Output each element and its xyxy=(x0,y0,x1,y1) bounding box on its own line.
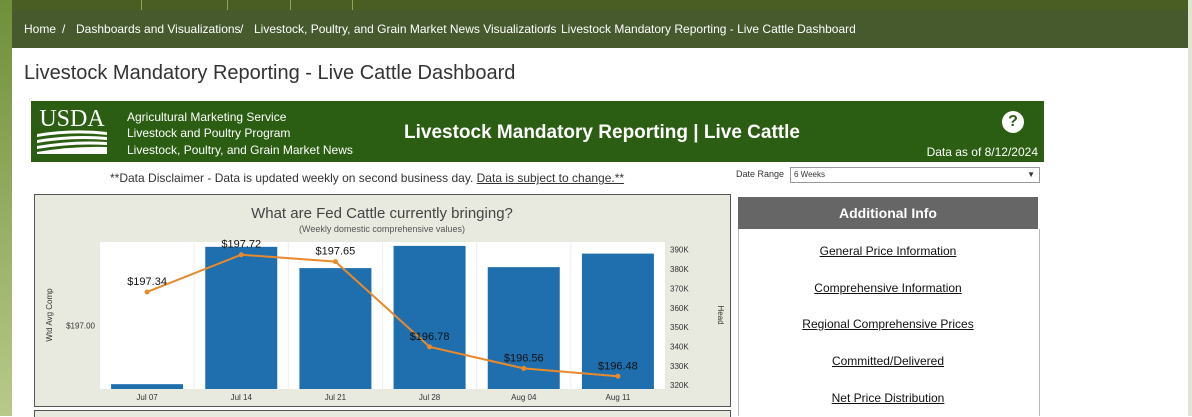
price-line xyxy=(146,253,618,378)
data-as-of: Data as of 8/12/2024 xyxy=(926,145,1038,159)
y-right-tick-label: 380K xyxy=(670,265,689,274)
x-tick-label: Aug 04 xyxy=(511,393,537,402)
additional-info-panel xyxy=(738,229,1040,416)
breadcrumb-dashboards[interactable]: Dashboards and Visualizations xyxy=(76,22,241,36)
agency-line-ams: Agricultural Marketing Service xyxy=(127,110,287,124)
bar-jul-07[interactable] xyxy=(111,384,184,389)
x-tick-label: Jul 28 xyxy=(419,393,441,402)
x-tick-label: Aug 11 xyxy=(606,393,631,402)
chart-subtitle: (Weekly domestic comprehensive values) xyxy=(299,224,465,234)
x-tick-label: Jul 21 xyxy=(325,393,347,402)
link-net-price-distribution[interactable]: Net Price Distribution xyxy=(831,391,945,405)
breadcrumb-separator: / xyxy=(62,22,66,36)
bar-aug-11[interactable] xyxy=(581,253,654,389)
breadcrumb-separator: / xyxy=(240,22,244,36)
logo-text: USDA xyxy=(39,106,105,132)
link-regional-comprehensive-prices[interactable]: Regional Comprehensive Prices xyxy=(802,317,974,331)
date-range-label: Date Range xyxy=(736,169,785,179)
additional-info-header: Additional Info xyxy=(738,197,1038,229)
disclaimer-text: **Data Disclaimer - Data is updated week… xyxy=(110,171,474,185)
agency-line-market-news: Livestock, Poultry, and Grain Market New… xyxy=(127,143,353,157)
y-right-tick-label: 390K xyxy=(670,246,689,255)
x-tick-label: Jul 07 xyxy=(136,393,158,402)
price-point[interactable] xyxy=(615,373,621,379)
price-point[interactable] xyxy=(238,252,244,258)
data-disclaimer: **Data Disclaimer - Data is updated week… xyxy=(110,171,624,185)
disclaimer-link[interactable]: Data is subject to change.** xyxy=(476,171,625,185)
date-range-value: 6 Weeks xyxy=(794,170,825,179)
chart-title: What are Fed Cattle currently bringing? xyxy=(251,205,513,222)
y-axis-right-label: Head xyxy=(716,305,725,324)
price-data-label: $197.72 xyxy=(221,239,261,251)
price-data-label: $197.34 xyxy=(127,276,167,288)
breadcrumb-current: Livestock Mandatory Reporting - Live Cat… xyxy=(561,22,856,36)
price-data-label: $197.65 xyxy=(316,246,356,258)
price-point[interactable] xyxy=(332,259,338,265)
chart-svg: What are Fed Cattle currently bringing? … xyxy=(45,205,725,402)
breadcrumb-home[interactable]: Home xyxy=(24,22,57,36)
y-right-tick-label: 320K xyxy=(670,381,689,390)
left-edge-strip xyxy=(0,0,12,416)
price-data-label: $196.48 xyxy=(598,360,638,372)
nav-divider xyxy=(227,0,228,10)
dashboard-title: Livestock Mandatory Reporting | Live Cat… xyxy=(404,122,800,143)
date-range-select[interactable]: 6 Weeks ▼ xyxy=(790,167,1040,183)
bar-jul-28[interactable] xyxy=(393,245,466,389)
link-comprehensive-information[interactable]: Comprehensive Information xyxy=(814,281,962,295)
price-data-label: $196.78 xyxy=(410,331,450,343)
y-left-tick-label: $197.00 xyxy=(66,321,95,330)
y-right-tick-label: 330K xyxy=(670,362,689,371)
right-edge-strip xyxy=(1188,0,1192,416)
top-navigation-bar xyxy=(12,0,1188,10)
agency-line-program: Livestock and Poultry Program xyxy=(127,126,291,140)
nav-divider xyxy=(352,0,353,10)
breadcrumb: Home / Dashboards and Visualizations / L… xyxy=(12,10,1188,48)
dashboard-banner: USDA Agricultural Marketing Service Live… xyxy=(31,101,1044,162)
breadcrumb-visualizations[interactable]: Livestock, Poultry, and Grain Market New… xyxy=(254,22,557,36)
breadcrumb-separator: / xyxy=(547,22,551,36)
y-right-tick-label: 340K xyxy=(670,342,689,351)
y-right-tick-label: 350K xyxy=(670,323,689,332)
y-right-tick-label: 360K xyxy=(670,304,689,313)
price-point[interactable] xyxy=(144,289,150,295)
usda-logo: USDA xyxy=(35,104,109,156)
x-tick-label: Jul 14 xyxy=(231,393,253,402)
price-data-label: $196.56 xyxy=(504,352,544,364)
second-chart-panel xyxy=(34,410,731,417)
link-general-price-information[interactable]: General Price Information xyxy=(819,244,957,258)
chevron-down-icon: ▼ xyxy=(1027,170,1035,179)
y-right-tick-label: 370K xyxy=(670,284,689,293)
bar-jul-21[interactable] xyxy=(299,268,372,389)
link-committed-delivered[interactable]: Committed/Delivered xyxy=(831,354,945,368)
nav-divider xyxy=(290,0,291,10)
bar-jul-14[interactable] xyxy=(205,246,278,389)
nav-divider xyxy=(141,0,142,10)
price-point[interactable] xyxy=(521,365,527,371)
fed-cattle-chart: What are Fed Cattle currently bringing? … xyxy=(34,194,731,407)
help-icon[interactable]: ? xyxy=(1002,111,1024,133)
price-point[interactable] xyxy=(427,344,433,350)
page-title: Livestock Mandatory Reporting - Live Cat… xyxy=(24,62,516,84)
y-axis-left-label: Wtd Avg Comp xyxy=(45,288,54,342)
